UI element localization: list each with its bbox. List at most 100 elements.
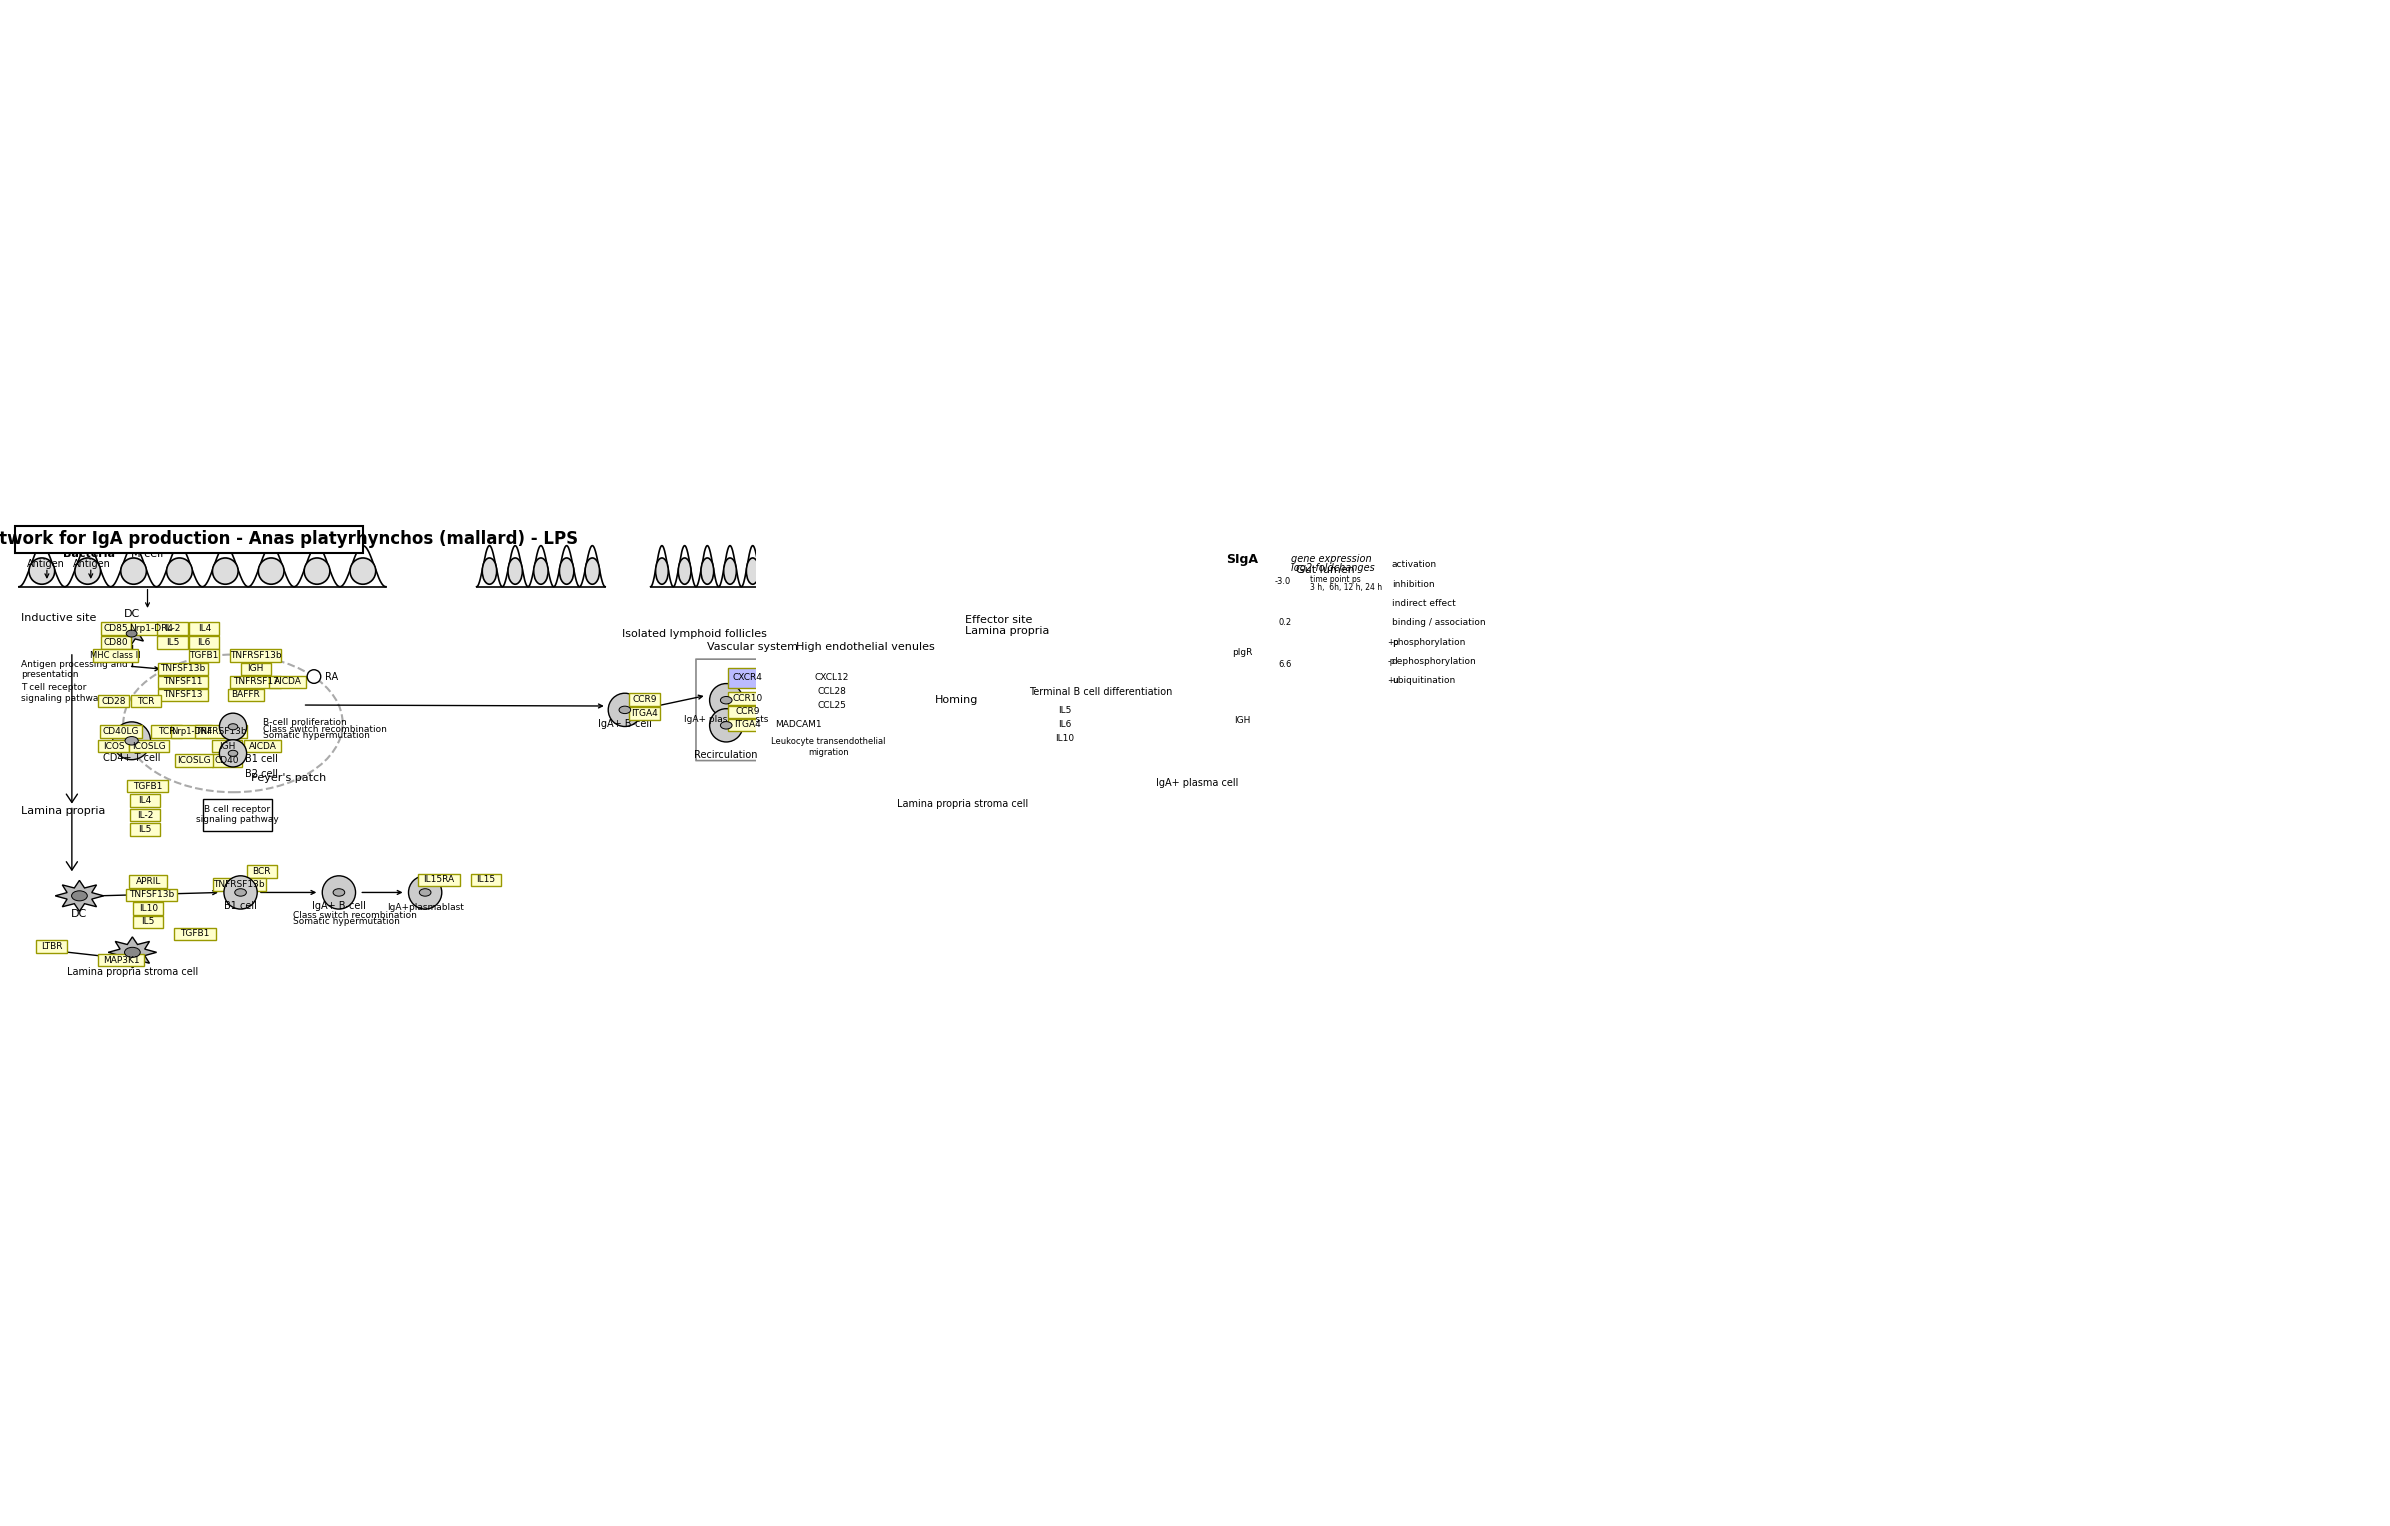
Ellipse shape (124, 737, 139, 745)
Circle shape (323, 876, 356, 909)
Ellipse shape (954, 780, 970, 790)
Text: IgA+ B-cell: IgA+ B-cell (598, 719, 652, 729)
Text: Antigen processing and
presentation: Antigen processing and presentation (22, 661, 129, 679)
Text: IgA+ B-cell: IgA+ B-cell (313, 902, 366, 911)
Text: ICOS: ICOS (103, 742, 124, 751)
FancyBboxPatch shape (1071, 732, 1083, 745)
FancyBboxPatch shape (98, 954, 143, 966)
FancyBboxPatch shape (98, 740, 129, 752)
Text: TCR: TCR (158, 726, 174, 736)
Text: IL5: IL5 (141, 917, 155, 926)
FancyBboxPatch shape (1293, 650, 1307, 661)
Text: TGFB1: TGFB1 (182, 929, 210, 938)
FancyBboxPatch shape (14, 526, 363, 552)
Text: -3.0: -3.0 (1276, 577, 1291, 586)
Ellipse shape (746, 559, 760, 584)
FancyBboxPatch shape (129, 740, 170, 752)
Text: Recirculation: Recirculation (695, 751, 758, 760)
Text: IL5: IL5 (165, 638, 179, 647)
FancyBboxPatch shape (93, 650, 139, 662)
Text: binding / association: binding / association (1391, 618, 1487, 627)
Text: BCR: BCR (253, 867, 270, 876)
Ellipse shape (167, 559, 191, 584)
FancyBboxPatch shape (227, 688, 263, 700)
Text: TNFRSF13b: TNFRSF13b (229, 652, 282, 661)
Text: IL4: IL4 (198, 624, 210, 633)
Ellipse shape (586, 559, 600, 584)
FancyBboxPatch shape (189, 623, 220, 635)
FancyBboxPatch shape (1286, 551, 1491, 697)
Polygon shape (115, 623, 148, 644)
Text: IgA+plasmablast: IgA+plasmablast (387, 903, 464, 913)
FancyBboxPatch shape (158, 688, 208, 700)
FancyBboxPatch shape (813, 699, 853, 711)
FancyBboxPatch shape (134, 916, 163, 928)
FancyBboxPatch shape (695, 659, 875, 760)
Text: TNFSF13b: TNFSF13b (129, 890, 174, 899)
Ellipse shape (724, 559, 736, 584)
Text: Class switch recombination: Class switch recombination (292, 911, 416, 920)
Ellipse shape (719, 696, 731, 703)
Circle shape (607, 693, 641, 726)
FancyBboxPatch shape (151, 725, 182, 739)
Text: IgA+ plasma cell: IgA+ plasma cell (1157, 778, 1238, 789)
FancyBboxPatch shape (241, 662, 270, 674)
FancyBboxPatch shape (213, 754, 241, 768)
Circle shape (220, 713, 246, 740)
Text: T cell receptor
signaling pathway: T cell receptor signaling pathway (22, 684, 103, 702)
Text: dephosphorylation: dephosphorylation (1391, 658, 1477, 665)
Text: ubiquitination: ubiquitination (1391, 676, 1456, 685)
Text: ICOSLG: ICOSLG (177, 755, 210, 765)
FancyBboxPatch shape (127, 780, 167, 792)
Text: TNFSF13b: TNFSF13b (160, 664, 206, 673)
Text: IGH: IGH (220, 742, 234, 751)
FancyBboxPatch shape (727, 693, 767, 705)
Text: B1 cell: B1 cell (246, 754, 277, 765)
Ellipse shape (655, 559, 669, 584)
Text: IL10: IL10 (1056, 734, 1076, 743)
Text: Antigen: Antigen (26, 559, 65, 569)
Text: TNFSF11: TNFSF11 (163, 678, 203, 687)
Text: log2 foldchanges: log2 foldchanges (1291, 563, 1374, 572)
Text: MADCAM1: MADCAM1 (774, 720, 822, 729)
Text: gene expression: gene expression (1291, 554, 1372, 565)
FancyBboxPatch shape (189, 636, 220, 649)
FancyBboxPatch shape (741, 668, 753, 688)
Text: B1 cell: B1 cell (225, 902, 258, 911)
FancyBboxPatch shape (100, 725, 141, 739)
FancyBboxPatch shape (1293, 607, 1307, 618)
FancyBboxPatch shape (203, 800, 272, 830)
Text: -p: -p (1389, 658, 1396, 665)
Ellipse shape (559, 559, 574, 584)
Text: Peyer's patch: Peyer's patch (251, 774, 327, 783)
FancyBboxPatch shape (1221, 642, 1262, 662)
FancyBboxPatch shape (189, 650, 220, 662)
Text: CXCR4: CXCR4 (731, 673, 762, 682)
Text: IL15RA: IL15RA (423, 876, 454, 885)
Text: IL-2: IL-2 (165, 624, 182, 633)
Text: ICOSLG: ICOSLG (131, 742, 165, 751)
FancyBboxPatch shape (129, 874, 167, 888)
Text: CCR10: CCR10 (731, 694, 762, 703)
FancyBboxPatch shape (1049, 732, 1059, 745)
FancyBboxPatch shape (789, 661, 872, 758)
Text: TNFSF13: TNFSF13 (163, 690, 203, 699)
FancyBboxPatch shape (727, 668, 741, 688)
Text: CCL25: CCL25 (817, 700, 846, 710)
FancyBboxPatch shape (1398, 578, 1408, 589)
FancyBboxPatch shape (471, 873, 502, 887)
Text: CXCL12: CXCL12 (815, 673, 848, 682)
Text: IL5: IL5 (139, 826, 153, 835)
FancyBboxPatch shape (1374, 578, 1384, 589)
Text: Class switch recombination: Class switch recombination (263, 725, 387, 734)
FancyBboxPatch shape (1293, 618, 1307, 629)
FancyBboxPatch shape (1360, 578, 1389, 591)
Text: CCR9: CCR9 (633, 696, 657, 703)
Circle shape (710, 708, 743, 742)
Text: phosphorylation: phosphorylation (1391, 638, 1465, 647)
Text: BCR: BCR (249, 867, 275, 876)
Ellipse shape (74, 559, 100, 584)
Ellipse shape (418, 888, 430, 896)
Ellipse shape (332, 888, 344, 896)
Text: 0.2: 0.2 (1279, 618, 1291, 627)
